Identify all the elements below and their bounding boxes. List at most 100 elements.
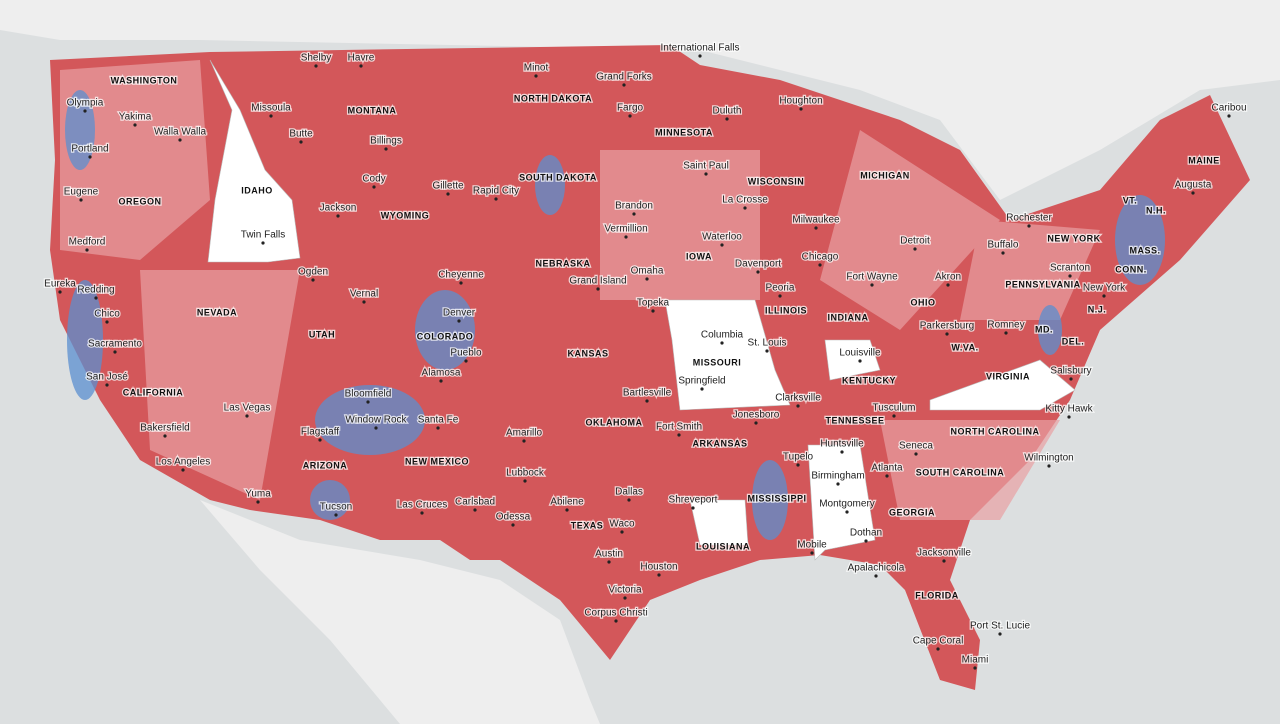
city-label: Santa Fe <box>418 415 459 426</box>
city-dot <box>778 294 782 298</box>
city-dot <box>511 523 515 527</box>
city-label: Miami <box>962 655 989 666</box>
city-label: Eugene <box>64 187 99 198</box>
city-dot <box>522 439 526 443</box>
city-label: Waterloo <box>702 232 742 243</box>
state-label: DEL. <box>1062 336 1085 346</box>
state-label: WASHINGTON <box>111 75 178 85</box>
city-label: Sacramento <box>88 339 142 350</box>
city-label: Shreveport <box>669 495 718 506</box>
city-dot <box>700 387 704 391</box>
city-label: Akron <box>935 272 961 283</box>
city-label: Lubbock <box>506 468 545 479</box>
city-dot <box>1102 294 1106 298</box>
state-label: UTAH <box>309 329 335 339</box>
city-dot <box>810 551 814 555</box>
state-label: OHIO <box>910 297 935 307</box>
city-dot <box>1069 377 1073 381</box>
city-dot <box>622 83 626 87</box>
city-dot <box>796 404 800 408</box>
city-dot <box>133 123 137 127</box>
city-dot <box>698 54 702 58</box>
city-label: Gillette <box>432 181 464 192</box>
city-dot <box>913 247 917 251</box>
city-dot <box>818 263 822 267</box>
city-label: Flagstaff <box>301 427 339 438</box>
city-dot <box>614 619 618 623</box>
city-label: Caribou <box>1211 103 1246 114</box>
state-label: OREGON <box>118 196 161 206</box>
city-label: Clarksville <box>775 393 821 404</box>
city-dot <box>105 383 109 387</box>
city-dot <box>720 341 724 345</box>
city-label: Pueblo <box>450 348 482 359</box>
state-label: ILLINOIS <box>765 305 807 315</box>
city-label: Jackson <box>320 203 357 214</box>
state-label: KENTUCKY <box>842 375 896 385</box>
city-label: Bartlesville <box>623 388 672 399</box>
state-label: CALIFORNIA <box>123 387 184 397</box>
city-label: Cody <box>362 174 385 185</box>
city-label: Port St. Lucie <box>970 621 1030 632</box>
state-label: MASS. <box>1129 245 1160 255</box>
city-label: Waco <box>609 519 635 530</box>
city-label: Huntsville <box>820 439 864 450</box>
state-label: N.J. <box>1088 304 1107 314</box>
state-label: MICHIGAN <box>860 170 910 180</box>
city-dot <box>885 474 889 478</box>
city-dot <box>464 359 468 363</box>
city-dot <box>632 212 636 216</box>
state-label: W.VA. <box>951 342 978 352</box>
city-dot <box>473 508 477 512</box>
city-dot <box>384 147 388 151</box>
state-label: LOUISIANA <box>696 541 750 551</box>
light-red-areas <box>60 60 1100 520</box>
city-dot <box>845 510 849 514</box>
city-dot <box>436 426 440 430</box>
no-data-areas <box>207 59 1076 561</box>
city-dot <box>359 64 363 68</box>
city-label: Havre <box>348 53 375 64</box>
city-label: Bloomfield <box>345 389 392 400</box>
city-label: Austin <box>595 549 623 560</box>
city-dot <box>754 421 758 425</box>
city-label: Grand Island <box>569 276 626 287</box>
city-dot <box>596 287 600 291</box>
city-dot <box>457 319 461 323</box>
city-label: Montgomery <box>819 499 875 510</box>
canada <box>0 0 1280 200</box>
state-label: TEXAS <box>571 520 604 530</box>
city-dot <box>1001 251 1005 255</box>
city-dot <box>1227 114 1231 118</box>
state-label: VIRGINIA <box>986 371 1030 381</box>
city-label: Kitty Hawk <box>1045 404 1093 415</box>
state-label: PENNSYLVANIA <box>1005 279 1080 289</box>
city-label: Birmingham <box>811 471 864 482</box>
city-dot <box>83 109 87 113</box>
city-label: St. Louis <box>748 338 787 349</box>
city-label: Dallas <box>615 487 643 498</box>
city-dot <box>256 500 260 504</box>
city-dot <box>163 434 167 438</box>
city-label: Walla Walla <box>154 127 206 138</box>
city-dot <box>1067 415 1071 419</box>
city-label: Denver <box>443 308 476 319</box>
city-label: Grand Forks <box>596 72 652 83</box>
city-label: Romney <box>987 320 1024 331</box>
state-label: NORTH CAROLINA <box>951 426 1040 436</box>
city-label: Medford <box>69 237 106 248</box>
city-dot <box>245 414 249 418</box>
state-label: NORTH DAKOTA <box>514 93 592 103</box>
city-label: Amarillo <box>506 428 543 439</box>
city-label: Jonesboro <box>733 410 780 421</box>
city-dot <box>704 172 708 176</box>
city-label: Mobile <box>797 540 827 551</box>
city-label: Parkersburg <box>920 321 974 332</box>
city-label: Houston <box>640 562 677 573</box>
city-label: Los Angeles <box>156 457 211 468</box>
city-label: Twin Falls <box>241 230 285 241</box>
city-label: Apalachicola <box>848 563 905 574</box>
city-dot <box>623 596 627 600</box>
city-label: New York <box>1083 283 1126 294</box>
city-label: Chico <box>94 309 120 320</box>
